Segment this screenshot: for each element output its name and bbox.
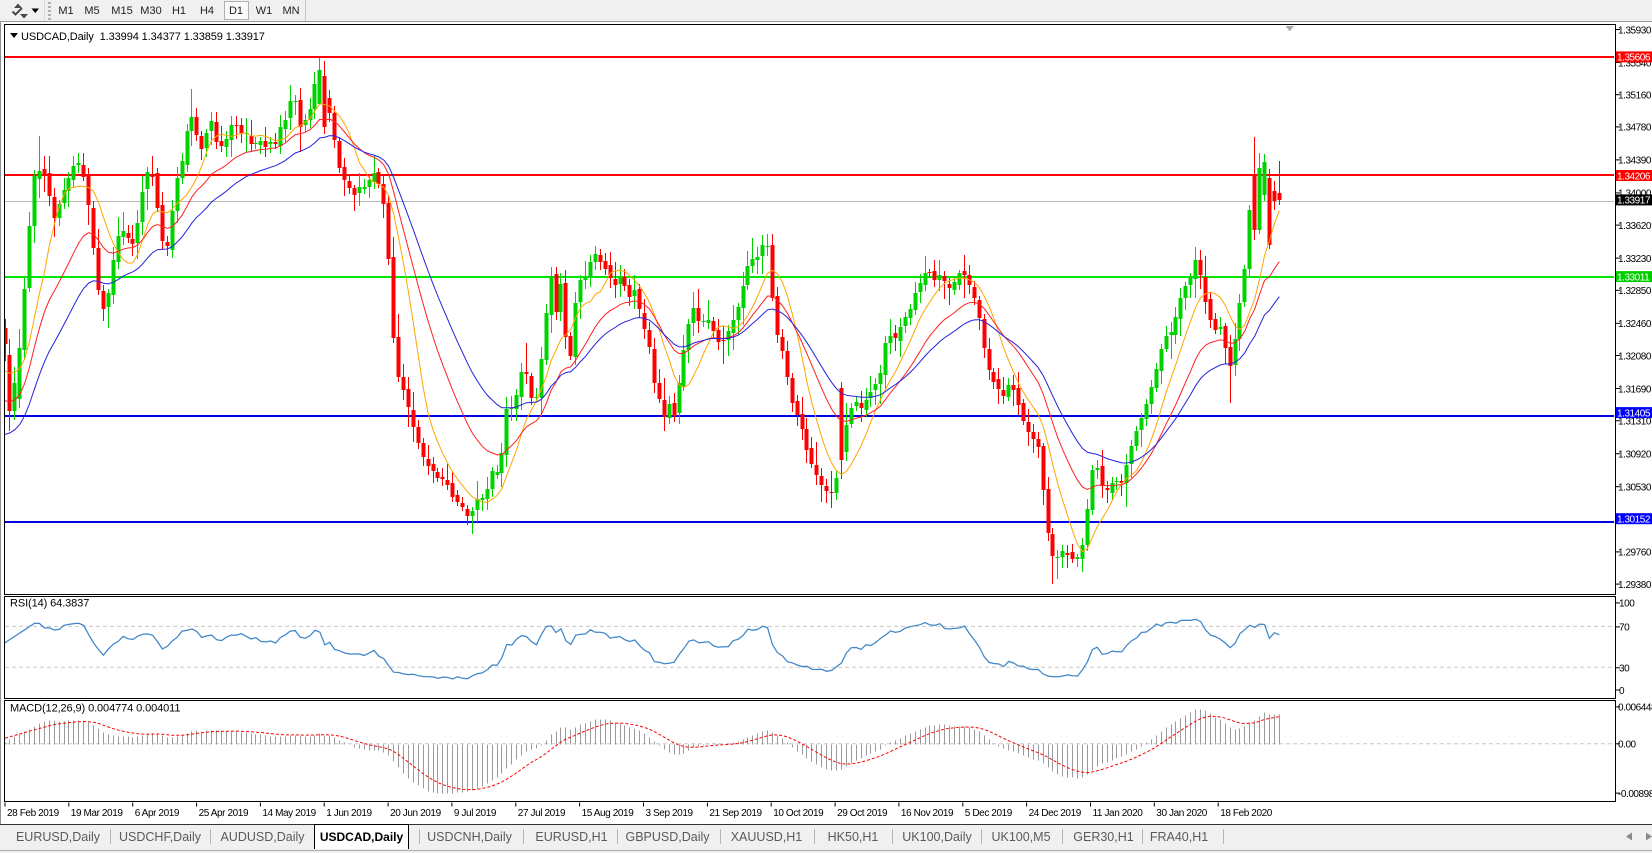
- svg-text:1.30530: 1.30530: [1618, 483, 1652, 494]
- svg-text:25 Apr 2019: 25 Apr 2019: [199, 808, 249, 819]
- svg-text:1.35160: 1.35160: [1618, 91, 1652, 102]
- svg-text:0.006448: 0.006448: [1618, 703, 1652, 714]
- svg-text:3 Sep 2019: 3 Sep 2019: [646, 808, 694, 819]
- svg-text:1 Jun 2019: 1 Jun 2019: [326, 808, 372, 819]
- svg-text:1.31405: 1.31405: [1617, 408, 1651, 419]
- svg-text:USDCAD,Daily 1.33994 1.34377: USDCAD,Daily 1.33994 1.34377 1.33859 1.3…: [21, 31, 265, 43]
- svg-text:1.35930: 1.35930: [1618, 25, 1652, 36]
- svg-text:14 May 2019: 14 May 2019: [262, 808, 316, 819]
- svg-text:MACD(12,26,9) 0.004774 0.00401: MACD(12,26,9) 0.004774 0.004011: [10, 703, 180, 715]
- svg-text:1.34000: 1.34000: [1618, 189, 1652, 200]
- svg-text:RSI(14) 64.3837: RSI(14) 64.3837: [10, 598, 89, 610]
- svg-text:16 Nov 2019: 16 Nov 2019: [901, 808, 954, 819]
- svg-text:1.33230: 1.33230: [1618, 254, 1652, 265]
- svg-text:1.34206: 1.34206: [1617, 171, 1651, 182]
- svg-text:1.31310: 1.31310: [1618, 417, 1652, 428]
- svg-text:1.34390: 1.34390: [1618, 156, 1652, 167]
- svg-text:-0.00898: -0.00898: [1618, 789, 1652, 800]
- svg-text:15 Aug 2019: 15 Aug 2019: [582, 808, 635, 819]
- svg-text:30: 30: [1619, 664, 1630, 675]
- svg-text:28 Feb 2019: 28 Feb 2019: [7, 808, 60, 819]
- svg-text:9 Jul 2019: 9 Jul 2019: [454, 808, 497, 819]
- svg-text:100: 100: [1619, 599, 1635, 610]
- svg-text:1.33620: 1.33620: [1618, 221, 1652, 232]
- svg-text:1.34780: 1.34780: [1618, 123, 1652, 134]
- svg-text:10 Oct 2019: 10 Oct 2019: [773, 808, 824, 819]
- svg-text:5 Dec 2019: 5 Dec 2019: [965, 808, 1013, 819]
- svg-text:0.00: 0.00: [1618, 740, 1637, 751]
- svg-text:1.29760: 1.29760: [1618, 548, 1652, 559]
- svg-text:70: 70: [1619, 623, 1630, 634]
- svg-text:30 Jan 2020: 30 Jan 2020: [1156, 808, 1207, 819]
- svg-text:18 Feb 2020: 18 Feb 2020: [1220, 808, 1273, 819]
- svg-text:6 Apr 2019: 6 Apr 2019: [135, 808, 180, 819]
- svg-text:1.35606: 1.35606: [1617, 53, 1651, 64]
- svg-text:1.35540: 1.35540: [1618, 58, 1652, 69]
- svg-text:29 Oct 2019: 29 Oct 2019: [837, 808, 888, 819]
- svg-text:19 Mar 2019: 19 Mar 2019: [71, 808, 124, 819]
- svg-text:20 Jun 2019: 20 Jun 2019: [390, 808, 441, 819]
- svg-text:1.32850: 1.32850: [1618, 286, 1652, 297]
- svg-text:1.33917: 1.33917: [1617, 196, 1651, 207]
- svg-text:21 Sep 2019: 21 Sep 2019: [709, 808, 762, 819]
- svg-text:1.30920: 1.30920: [1618, 450, 1652, 461]
- svg-text:1.32080: 1.32080: [1618, 351, 1652, 362]
- svg-text:0: 0: [1619, 686, 1625, 697]
- svg-text:1.30152: 1.30152: [1617, 515, 1651, 526]
- svg-text:11 Jan 2020: 11 Jan 2020: [1093, 808, 1144, 819]
- svg-text:24 Dec 2019: 24 Dec 2019: [1029, 808, 1082, 819]
- svg-text:27 Jul 2019: 27 Jul 2019: [518, 808, 566, 819]
- svg-text:1.29380: 1.29380: [1618, 580, 1652, 591]
- svg-text:1.31690: 1.31690: [1618, 384, 1652, 395]
- svg-text:1.33011: 1.33011: [1617, 272, 1650, 283]
- svg-text:1.32460: 1.32460: [1618, 319, 1652, 330]
